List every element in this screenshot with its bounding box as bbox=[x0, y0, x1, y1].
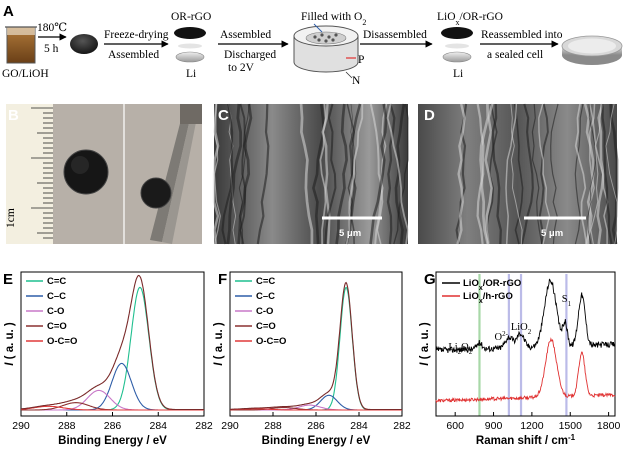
scale-text-d: 5 μm bbox=[541, 228, 563, 239]
step4-bottom: a sealed cell bbox=[487, 49, 543, 61]
legend-label: C–C bbox=[256, 291, 275, 302]
x-tick-label: 284 bbox=[350, 420, 368, 432]
legend-label: O-C=O bbox=[256, 336, 286, 347]
electrode-top-label: OR-rGO bbox=[171, 11, 211, 23]
cell-n-label: N bbox=[352, 75, 361, 87]
peak-annotation: Li2O2 bbox=[448, 342, 472, 356]
legend-label: C=C bbox=[256, 276, 275, 287]
beaker-time: 5 h bbox=[44, 43, 59, 55]
cell-top-label: Filled with O2 bbox=[301, 11, 366, 27]
xps-chart-f: 290 288 286 284 282 C=C C–C C-O C=O O-C=O Binding … bbox=[213, 271, 411, 447]
y-axis-label: I ( a. u. ) bbox=[419, 322, 431, 366]
product-electrode bbox=[441, 27, 473, 39]
step1-bottom: Assembled bbox=[108, 49, 159, 61]
x-tick-label: 290 bbox=[221, 420, 239, 432]
legend-label: C=O bbox=[47, 321, 67, 332]
x-tick-label: 286 bbox=[104, 420, 122, 432]
y-axis-label: I ( a. u. ) bbox=[4, 322, 16, 366]
panel-c: C 5 μm bbox=[212, 103, 409, 245]
panel-g: G 600 900 1200 1500 1800 LiOx/OR-rGOLiOx/h-rG… bbox=[419, 271, 620, 447]
panel-d-label: D bbox=[424, 107, 435, 124]
envelope-curve bbox=[230, 281, 402, 411]
xps-chart-e: 290 288 286 284 282 C=C C–C C-O C=O O-C=O Binding … bbox=[4, 271, 213, 447]
held-disc bbox=[140, 177, 172, 209]
y-axis-label: I ( a. u. ) bbox=[213, 322, 225, 366]
panel-f: F 290 288 286 284 282 C=C C–C C-O C=O O-C=O Bindin… bbox=[213, 271, 411, 447]
peak-curve bbox=[20, 405, 204, 411]
x-axis-label: Binding Energy / eV bbox=[58, 435, 167, 447]
step3-top: Disassembled bbox=[363, 29, 427, 41]
raman-series-line bbox=[435, 278, 616, 354]
product-top-label: LiOx/OR-rGO bbox=[437, 11, 503, 27]
x-tick-label: 290 bbox=[12, 420, 30, 432]
panel-d: D 5 μm bbox=[418, 103, 619, 245]
rgo-disc bbox=[70, 34, 98, 54]
panel-g-label: G bbox=[424, 271, 436, 288]
legend-label: C-O bbox=[47, 306, 64, 317]
x-tick-label: 600 bbox=[446, 420, 464, 432]
x-tick-label: 282 bbox=[393, 420, 411, 432]
legend-label: C=C bbox=[47, 276, 66, 287]
product-li-electrode bbox=[442, 51, 472, 63]
li-electrode bbox=[175, 51, 205, 63]
step2-top: Assembled bbox=[220, 29, 271, 41]
electrode-bottom-label: Li bbox=[186, 68, 196, 80]
peak-curve bbox=[21, 362, 204, 411]
beaker bbox=[5, 26, 37, 64]
peak-annotation: S1 bbox=[562, 294, 572, 308]
or-rgo-electrode bbox=[174, 27, 206, 39]
panel-f-label: F bbox=[218, 271, 227, 288]
product-bottom-label: Li bbox=[453, 68, 463, 80]
step4-top: Reassembled into bbox=[481, 29, 563, 41]
panel-e-label: E bbox=[3, 271, 13, 288]
x-tick-label: 288 bbox=[58, 420, 76, 432]
panel-b: 1cm B bbox=[5, 104, 202, 244]
envelope-curve bbox=[20, 274, 204, 411]
legend-label: LiOx/OR-rGO bbox=[463, 278, 521, 292]
x-tick-label: 1500 bbox=[559, 420, 583, 432]
x-tick-label: 282 bbox=[195, 420, 213, 432]
x-tick-label: 1200 bbox=[520, 420, 544, 432]
x-tick-label: 284 bbox=[149, 420, 167, 432]
panel-e: E 290 288 286 284 282 C=C C–C C-O C=O O-C=O Bindin… bbox=[3, 271, 213, 447]
sealed-cell bbox=[561, 35, 623, 65]
cell-p-label: P bbox=[358, 54, 364, 66]
tweezers bbox=[150, 104, 202, 244]
raman-series-line bbox=[435, 337, 616, 404]
o2-cell bbox=[293, 23, 359, 73]
legend-label: C–C bbox=[47, 291, 66, 302]
scale-text-c: 5 μm bbox=[339, 228, 361, 239]
separator bbox=[178, 43, 202, 49]
sample-disc bbox=[63, 149, 109, 195]
x-tick-label: 1800 bbox=[597, 420, 621, 432]
step1-top: Freeze-drying bbox=[104, 29, 169, 41]
ruler: 1cm bbox=[5, 104, 53, 244]
legend-label: LiOx/h-rGO bbox=[463, 291, 513, 305]
peak-curve bbox=[21, 389, 204, 411]
step2-bottom1: Discharged bbox=[224, 49, 276, 61]
beaker-caption: GO/LiOH bbox=[2, 68, 49, 80]
beaker-temp: 180℃ bbox=[37, 22, 67, 34]
legend-label: C-O bbox=[256, 306, 273, 317]
panel-a-label: A bbox=[3, 3, 14, 20]
x-tick-label: 288 bbox=[264, 420, 282, 432]
x-tick-label: 286 bbox=[307, 420, 325, 432]
x-axis-label: Binding Energy / eV bbox=[262, 435, 371, 447]
x-tick-label: 900 bbox=[485, 420, 503, 432]
panel-a: A 180℃ 5 h GO/LiOH Freeze-drying Assembl… bbox=[2, 3, 623, 87]
panel-b-label: B bbox=[8, 107, 19, 124]
x-axis-label: Raman shift / cm-1 bbox=[476, 433, 576, 448]
step2-bottom2: to 2V bbox=[228, 62, 255, 74]
ruler-unit-label: 1cm bbox=[5, 208, 17, 228]
legend-label: C=O bbox=[256, 321, 276, 332]
peak-annotation: LiO2 bbox=[511, 322, 532, 336]
legend-label: O-C=O bbox=[47, 336, 77, 347]
panel-c-label: C bbox=[218, 107, 229, 124]
